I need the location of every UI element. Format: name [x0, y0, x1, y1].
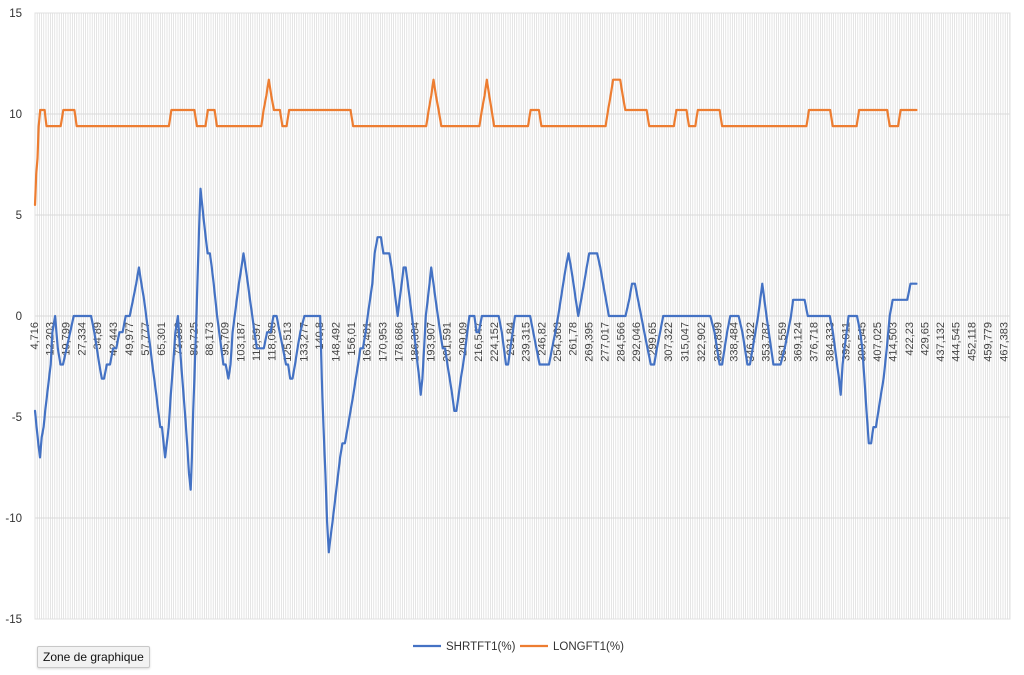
series-line — [33, 78, 918, 206]
x-tick-label: 322,902 — [696, 322, 708, 362]
x-tick-label: 118,098 — [267, 322, 279, 361]
x-tick-label: 170,953 — [377, 322, 389, 362]
x-tick-label: 80,725 — [188, 322, 200, 356]
x-tick-label: 444,545 — [951, 322, 963, 362]
x-tick-label: 414,503 — [888, 322, 900, 362]
x-tick-label: 284,566 — [615, 322, 627, 362]
series-lines — [33, 78, 918, 554]
y-tick-label: 15 — [9, 8, 22, 20]
x-tick-label: 407,025 — [872, 322, 884, 362]
x-tick-label: 369,124 — [793, 322, 805, 362]
x-tick-label: 437,132 — [935, 322, 947, 362]
y-tick-label: 5 — [16, 210, 22, 222]
x-tick-label: 246,82 — [536, 322, 548, 356]
x-tick-label: 346,322 — [745, 322, 757, 362]
x-tick-label: 148,492 — [330, 322, 342, 362]
y-tick-label: -5 — [12, 412, 22, 424]
legend-label: SHRTFT1(%) — [446, 641, 516, 653]
x-tick-label: 269,395 — [584, 322, 596, 362]
x-tick-label: 4,716 — [29, 322, 41, 350]
x-tick-label: 277,017 — [600, 322, 612, 362]
x-tick-label: 156,01 — [346, 322, 358, 356]
x-tick-label: 193,907 — [425, 322, 437, 362]
legend-label: LONGFT1(%) — [553, 641, 624, 653]
y-tick-label: -15 — [5, 614, 22, 626]
x-tick-label: 292,046 — [631, 322, 643, 362]
x-tick-label: 103,187 — [235, 322, 247, 362]
x-tick-label: 467,383 — [999, 322, 1011, 362]
x-tick-label: 95,709 — [220, 322, 232, 356]
x-tick-label: 239,315 — [521, 322, 533, 362]
legend: SHRTFT1(%) LONGFT1(%) — [413, 641, 624, 653]
x-tick-label: 65,301 — [156, 322, 168, 356]
x-tick-label: 429,65 — [919, 322, 931, 356]
x-tick-label: 125,513 — [282, 322, 294, 362]
x-tick-label: 361,559 — [777, 322, 789, 362]
x-tick-label: 338,484 — [728, 322, 740, 362]
x-tick-label: 452,118 — [967, 322, 979, 361]
y-axis: -15 -10 -5 0 5 10 15 — [5, 8, 22, 626]
x-tick-label: 133,277 — [298, 322, 310, 362]
x-tick-label: 178,686 — [394, 322, 406, 362]
x-tick-label: 201,591 — [442, 322, 454, 362]
chart-area-tooltip: Zone de graphique — [37, 646, 150, 668]
x-tick-label: 49,977 — [124, 322, 136, 356]
y-tick-label: 10 — [9, 109, 22, 121]
x-tick-label: 224,152 — [489, 322, 501, 362]
x-tick-label: 307,322 — [663, 322, 675, 362]
x-tick-label: 459,779 — [983, 322, 995, 362]
x-tick-label: 261,78 — [568, 322, 580, 356]
y-tick-label: -10 — [5, 513, 22, 525]
x-tick-label: 422,23 — [904, 322, 916, 356]
x-tick-label: 315,047 — [679, 322, 691, 362]
plot-area-border — [34, 12, 1011, 620]
x-tick-label: 88,173 — [204, 322, 216, 356]
y-tick-label: 0 — [16, 311, 22, 323]
series-line — [33, 187, 918, 554]
x-tick-label: 27,334 — [76, 322, 88, 356]
x-tick-label: 376,718 — [809, 322, 821, 362]
